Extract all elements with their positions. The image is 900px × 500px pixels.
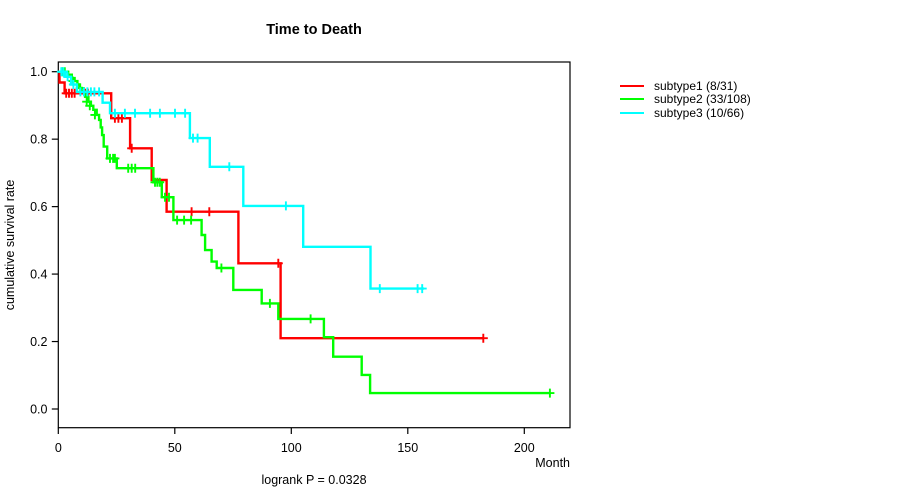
series-subtype2 <box>57 67 555 398</box>
subtype1-survival-curve <box>58 70 484 340</box>
y-tick-label-0: 0.0 <box>30 403 47 417</box>
axis-ticks: 0 50 100 150 200 0.0 0.2 0.4 0.6 0.8 1.0 <box>30 65 535 455</box>
legend-label-subtype1: subtype1 (8/31) <box>654 78 738 93</box>
y-axis-label: cumulative survival rate <box>3 180 17 311</box>
subtype3-censor-marks <box>56 67 427 294</box>
y-tick-label-1: 1.0 <box>30 65 47 79</box>
legend-label-subtype3: subtype3 (10/66) <box>654 105 745 120</box>
survival-curves <box>56 67 555 398</box>
logrank-p-annotation: logrank P = 0.0328 <box>261 473 366 487</box>
plot-frame <box>57 61 571 429</box>
series-subtype3 <box>56 67 427 294</box>
legend: subtype1 (8/31) subtype2 (33/108) subtyp… <box>620 79 751 120</box>
y-tick-label-0.2: 0.2 <box>30 335 47 349</box>
x-axis-label: Month <box>535 456 570 470</box>
x-tick-label-150: 150 <box>397 441 418 455</box>
x-tick-label-0: 0 <box>55 441 62 455</box>
y-tick-label-0.8: 0.8 <box>30 133 47 147</box>
subtype3-survival-curve <box>58 70 425 290</box>
legend-item-subtype3: subtype3 (10/66) <box>620 106 751 120</box>
legend-item-subtype1: subtype1 (8/31) <box>620 79 751 93</box>
legend-label-subtype2: subtype2 (33/108) <box>654 92 751 107</box>
x-tick-label-200: 200 <box>514 441 535 455</box>
x-tick-label-100: 100 <box>281 441 302 455</box>
subtype2-line-swatch <box>620 98 644 101</box>
y-tick-label-0.4: 0.4 <box>30 268 47 282</box>
y-tick-label-0.6: 0.6 <box>30 200 47 214</box>
x-tick-label-50: 50 <box>168 441 182 455</box>
subtype3-line-swatch <box>620 111 644 114</box>
plot-title: Time to Death <box>266 22 362 38</box>
subtype1-line-swatch <box>620 84 644 87</box>
subtype2-censor-marks <box>57 67 555 398</box>
legend-item-subtype2: subtype2 (33/108) <box>620 92 751 107</box>
subtype1-censor-marks <box>61 88 488 343</box>
